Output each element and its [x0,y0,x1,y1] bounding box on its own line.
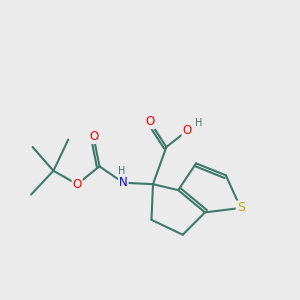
Text: O: O [146,115,154,128]
Text: O: O [182,124,192,137]
Text: O: O [89,130,98,143]
Text: H: H [118,167,125,176]
Text: S: S [237,202,245,214]
Text: O: O [73,178,82,191]
Text: H: H [195,118,203,128]
Text: N: N [119,176,128,189]
